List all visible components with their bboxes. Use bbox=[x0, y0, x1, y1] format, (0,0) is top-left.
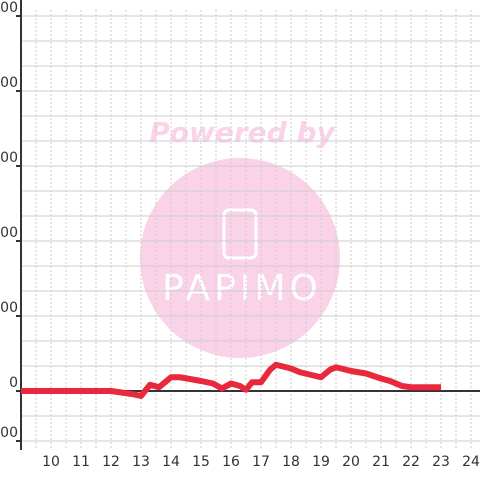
y-tick-label: 150,000 bbox=[0, 0, 18, 16]
watermark-brand: PAPIMO bbox=[162, 268, 322, 309]
x-tick-label: 22 bbox=[402, 454, 420, 470]
x-tick-label: 17 bbox=[252, 454, 270, 470]
y-tick-label: 90,000 bbox=[0, 150, 18, 166]
line bbox=[21, 361, 441, 399]
y-tick-label: 120,000 bbox=[0, 75, 18, 91]
x-tick-label: 23 bbox=[432, 454, 450, 470]
x-tick-label: 10 bbox=[42, 454, 60, 470]
watermark-text: Powered by bbox=[149, 116, 336, 149]
y-tick-label: 60,000 bbox=[0, 225, 18, 241]
x-tick-label: 24 bbox=[462, 454, 480, 470]
x-tick-label: 21 bbox=[372, 454, 390, 470]
plot bbox=[21, 361, 441, 399]
y-tick-label: 0 bbox=[9, 375, 18, 391]
watermark: Powered by PAPIMO bbox=[140, 116, 340, 358]
x-tick-label: 20 bbox=[342, 454, 360, 470]
y-tick-label: -20,000 bbox=[0, 425, 18, 441]
x-tick-label: 11 bbox=[72, 454, 90, 470]
watermark-icon bbox=[222, 208, 258, 260]
x-tick-label: 14 bbox=[162, 454, 180, 470]
x-tick-label: 12 bbox=[102, 454, 120, 470]
x-tick-label: 13 bbox=[132, 454, 150, 470]
x-tick-label: 16 bbox=[222, 454, 240, 470]
x-tick-label: 19 bbox=[312, 454, 330, 470]
x-tick-label: 15 bbox=[192, 454, 210, 470]
y-tick-label: 30,000 bbox=[0, 300, 18, 316]
x-tick-label: 18 bbox=[282, 454, 300, 470]
